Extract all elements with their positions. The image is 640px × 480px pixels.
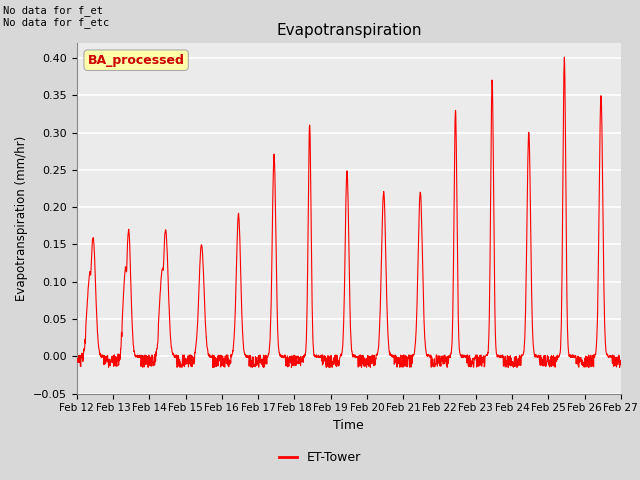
Y-axis label: Evapotranspiration (mm/hr): Evapotranspiration (mm/hr) [15, 136, 28, 301]
Text: BA_processed: BA_processed [88, 54, 184, 67]
Text: No data for f_et
No data for f_etc: No data for f_et No data for f_etc [3, 5, 109, 28]
Legend: ET-Tower: ET-Tower [273, 446, 367, 469]
X-axis label: Time: Time [333, 419, 364, 432]
Title: Evapotranspiration: Evapotranspiration [276, 23, 422, 38]
